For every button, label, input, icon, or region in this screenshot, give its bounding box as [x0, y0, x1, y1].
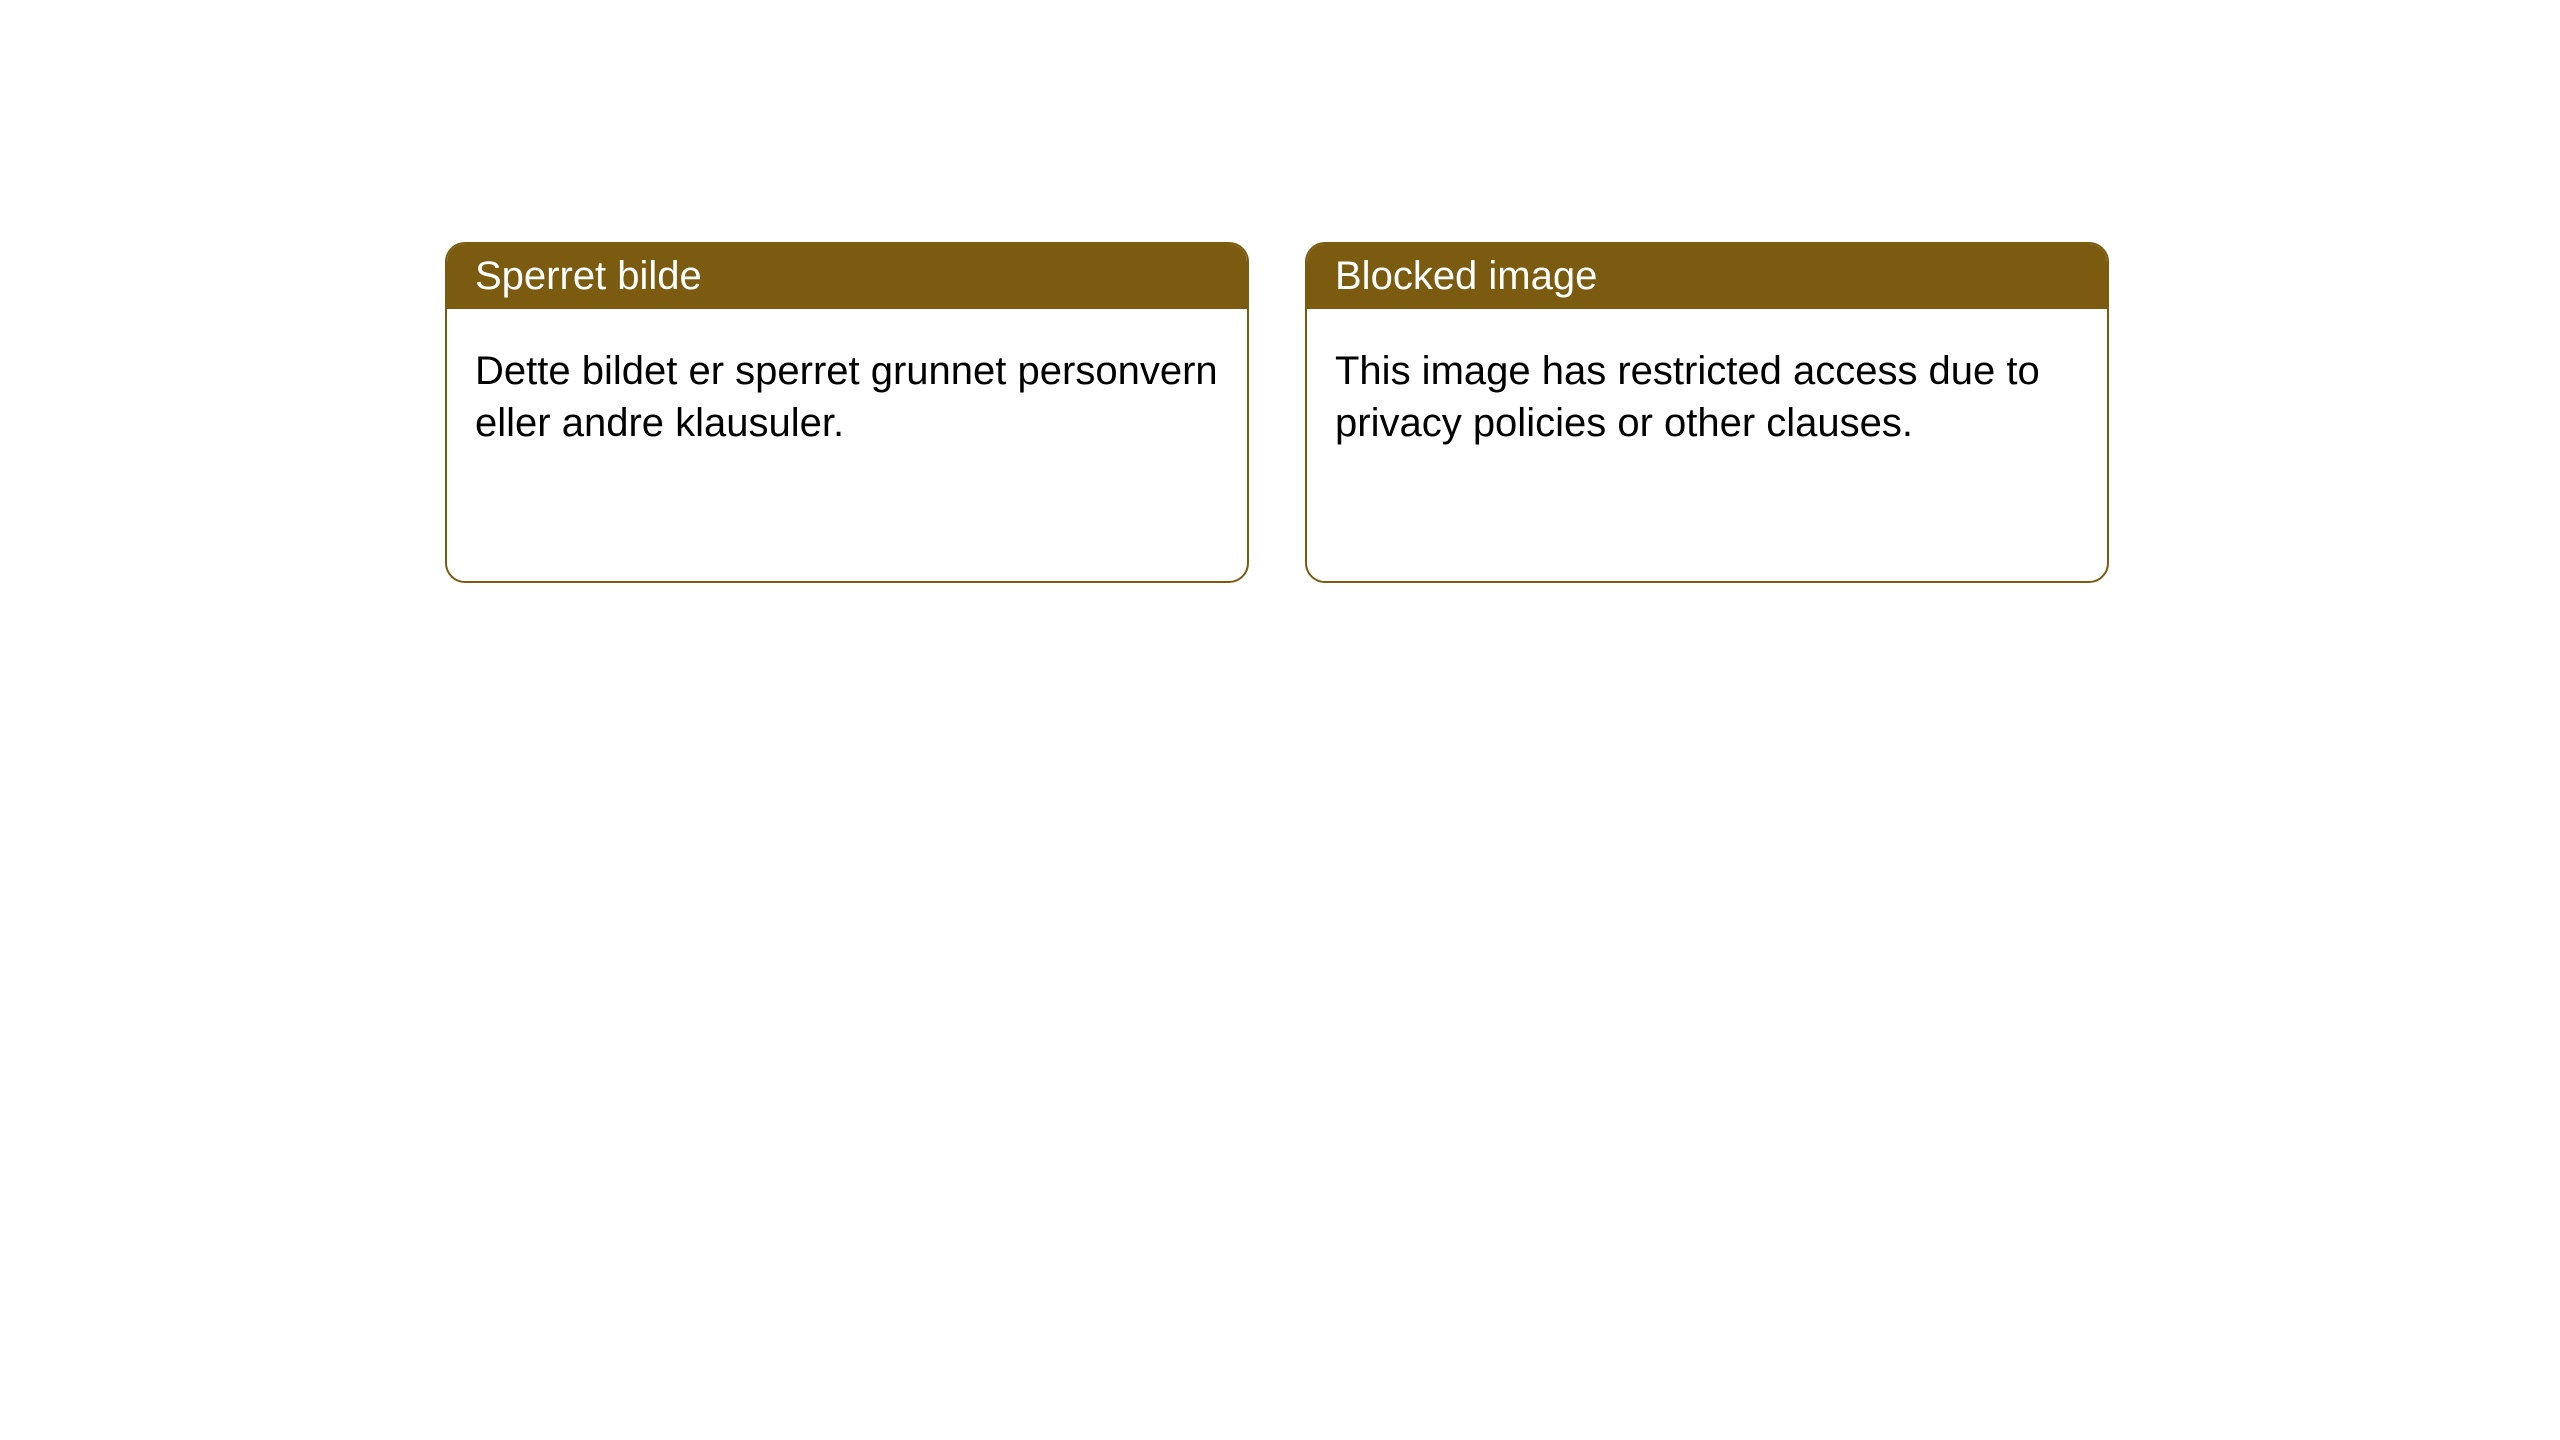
notice-body-english: This image has restricted access due to …: [1307, 309, 2107, 581]
notice-title-norwegian: Sperret bilde: [447, 244, 1247, 309]
notice-body-norwegian: Dette bildet er sperret grunnet personve…: [447, 309, 1247, 581]
notice-card-norwegian: Sperret bilde Dette bildet er sperret gr…: [445, 242, 1249, 583]
notice-card-english: Blocked image This image has restricted …: [1305, 242, 2109, 583]
notice-container: Sperret bilde Dette bildet er sperret gr…: [0, 0, 2560, 583]
notice-title-english: Blocked image: [1307, 244, 2107, 309]
